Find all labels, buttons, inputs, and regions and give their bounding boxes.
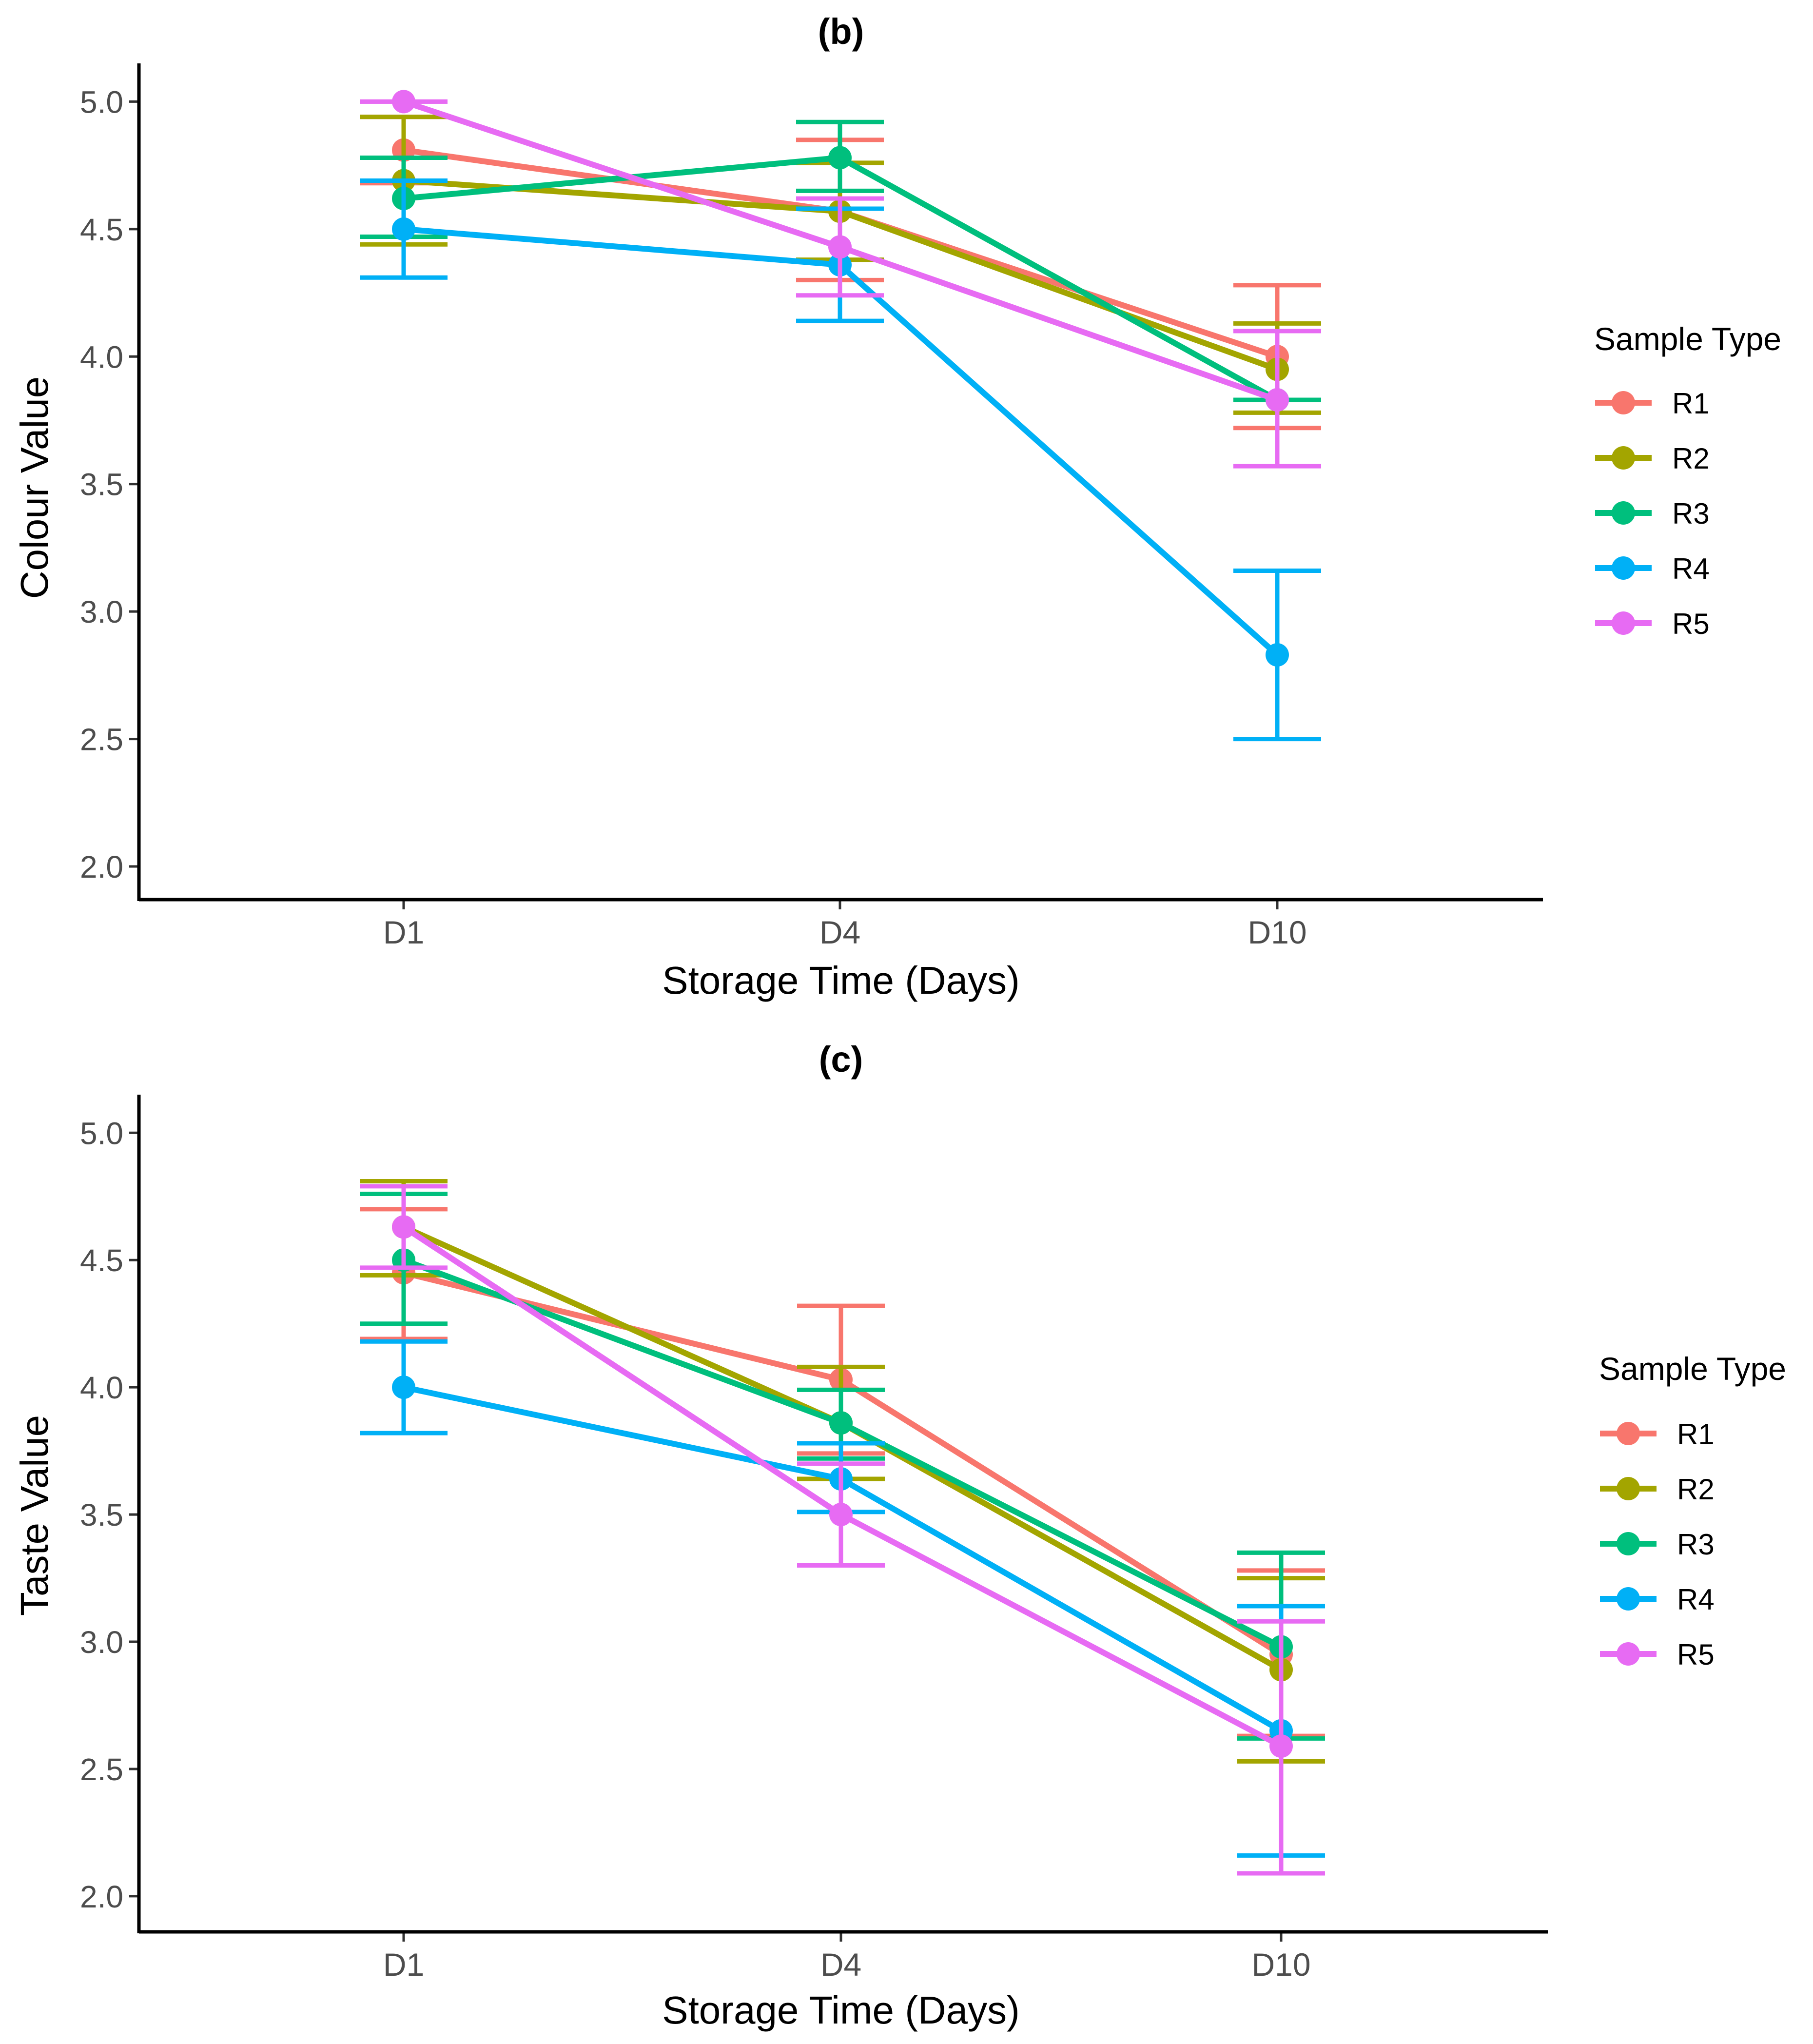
chart-title: (b) [818,11,864,52]
y-tick-label: 2.5 [80,1752,123,1787]
x-tick-label: D1 [383,914,424,950]
y-axis-label: Colour Value [13,376,56,599]
legend-item-R1: R1 [1600,1418,1715,1451]
y-axis-label: Taste Value [13,1415,56,1616]
x-axis-label: Storage Time (Days) [662,1988,1020,2032]
y-tick-label: 4.5 [80,1243,123,1278]
legend-marker [1617,1587,1640,1611]
x-axis-ticks: D1 D4 D10 [383,900,1307,950]
y-tick-label: 3.5 [80,467,123,502]
legend-label: R3 [1672,497,1710,530]
legend-item-R2: R2 [1600,1473,1715,1506]
data-point [1266,388,1289,412]
legend-label: R2 [1677,1473,1715,1506]
legend-items: R1 R2 R3 R4 R5 [1600,1418,1715,1671]
y-axis-ticks: 2.0 2.5 3.0 3.5 4.0 4.5 5.0 [80,84,139,884]
legend-marker [1612,611,1635,635]
legend-item-R4: R4 [1600,1583,1715,1616]
x-tick-label: D4 [819,914,860,950]
series-group [360,1179,1325,1876]
y-tick-label: 2.5 [80,722,123,757]
legend-label: R5 [1677,1638,1715,1671]
legend-label: R3 [1677,1528,1715,1561]
series-group [360,90,1321,742]
x-tick-label: D4 [820,1946,861,1983]
legend-marker [1612,556,1635,580]
legend-marker [1612,501,1635,525]
data-point [392,1376,415,1399]
y-tick-label: 3.5 [80,1497,123,1533]
data-point [829,1503,853,1527]
y-tick-label: 5.0 [80,84,123,119]
data-point [392,217,415,241]
legend-label: R5 [1672,608,1710,640]
legend-item-R1: R1 [1595,387,1710,420]
x-tick-label: D1 [383,1946,424,1983]
legend-marker [1612,391,1635,414]
legend-item-R4: R4 [1595,552,1710,585]
series-R5 [360,1184,1325,1876]
legend-title: Sample Type [1594,321,1781,357]
data-point [1266,643,1289,667]
y-tick-label: 5.0 [80,1116,123,1151]
legend-title: Sample Type [1599,1351,1786,1387]
legend-marker [1617,1642,1640,1666]
legend-item-R5: R5 [1600,1638,1715,1671]
y-tick-label: 4.0 [80,1370,123,1405]
legend-marker [1617,1532,1640,1555]
legend-item-R5: R5 [1595,608,1710,640]
chart-title: (c) [819,1039,863,1080]
legend-label: R1 [1677,1418,1715,1451]
data-point [828,235,852,259]
data-point [392,90,415,114]
legend: Sample Type R1 R2 R3 R4 R5 [1594,321,1781,640]
data-point [1269,1734,1293,1758]
chart-panel-b: (b) Colour Value Storage Time (Days) 2.0… [13,11,1781,1002]
x-tick-label: D10 [1251,1946,1310,1983]
legend-item-R2: R2 [1595,442,1710,475]
y-tick-label: 3.0 [80,594,123,629]
legend-label: R1 [1672,387,1710,420]
legend-marker [1617,1477,1640,1500]
legend-label: R2 [1672,442,1710,475]
series-R5 [360,90,1321,469]
data-point [828,146,852,170]
legend: Sample Type R1 R2 R3 R4 R5 [1599,1351,1786,1671]
chart-panel-c: (c) Taste Value Storage Time (Days) 2.02… [13,1039,1786,2032]
y-tick-label: 2.0 [80,1879,123,1914]
legend-marker [1612,446,1635,470]
data-point [392,1215,415,1239]
y-tick-label: 4.0 [80,339,123,374]
y-tick-label: 2.0 [80,849,123,884]
legend-marker [1617,1422,1640,1445]
x-axis-ticks: D1 D4 D10 [383,1932,1311,1983]
legend-item-R3: R3 [1600,1528,1715,1561]
data-point [829,1411,853,1435]
x-tick-label: D10 [1248,914,1306,950]
y-tick-label: 3.0 [80,1625,123,1660]
x-axis-label: Storage Time (Days) [662,959,1020,1002]
y-tick-label: 4.5 [80,212,123,247]
legend-items: R1 R2 R3 R4 R5 [1595,387,1710,640]
legend-label: R4 [1677,1583,1715,1616]
legend-item-R3: R3 [1595,497,1710,530]
legend-label: R4 [1672,552,1710,585]
y-axis-ticks: 2.0 2.5 3.0 3.5 4.0 4.5 5.0 [80,1116,139,1914]
